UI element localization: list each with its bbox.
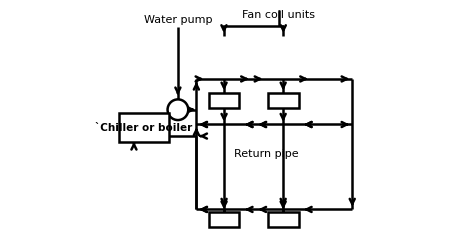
Text: `Chiller or boiler: `Chiller or boiler: [95, 123, 192, 132]
FancyBboxPatch shape: [119, 114, 169, 142]
Text: Water pump: Water pump: [144, 15, 212, 25]
FancyBboxPatch shape: [209, 93, 239, 109]
Circle shape: [168, 99, 188, 120]
FancyBboxPatch shape: [268, 212, 299, 227]
FancyBboxPatch shape: [209, 212, 239, 227]
Text: Return pipe: Return pipe: [234, 149, 299, 159]
Text: Fan coil units: Fan coil units: [242, 10, 315, 20]
FancyBboxPatch shape: [268, 93, 299, 109]
